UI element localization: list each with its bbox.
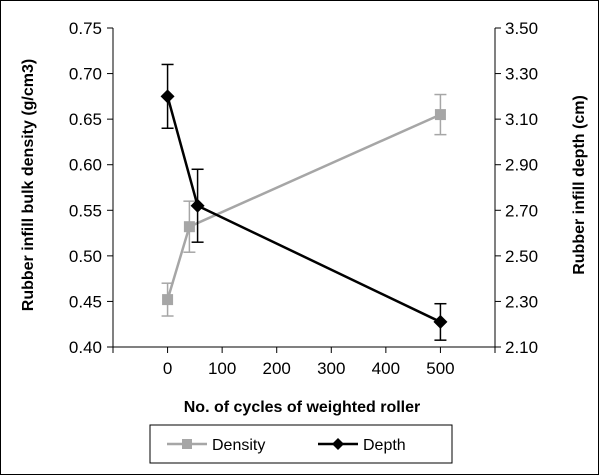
depth-point — [190, 198, 205, 213]
y-left-tick-label: 0.45 — [69, 292, 102, 311]
y-right-tick-label: 3.10 — [505, 110, 538, 129]
y-right-tick-label: 3.50 — [505, 19, 538, 38]
legend-density-marker — [182, 439, 192, 449]
x-tick-label: 200 — [263, 359, 291, 378]
x-tick-label: 500 — [426, 359, 454, 378]
legend-depth-marker — [332, 438, 344, 450]
y-axis-left-title: Rubber infill bulk density (g/cm3) — [20, 59, 37, 311]
y-left-tick-label: 0.75 — [69, 19, 102, 38]
depth-point — [433, 314, 448, 329]
x-tick-label: 100 — [208, 359, 236, 378]
y-left-tick-label: 0.70 — [69, 65, 102, 84]
y-left-tick-label: 0.40 — [69, 338, 102, 357]
x-axis-title: No. of cycles of weighted roller — [184, 399, 421, 416]
depth-point — [160, 89, 175, 104]
legend-depth-label: Depth — [363, 437, 406, 454]
y-right-tick-label: 3.30 — [505, 65, 538, 84]
legend-density-label: Density — [212, 437, 265, 454]
y-right-tick-label: 2.30 — [505, 292, 538, 311]
x-tick-label: 300 — [317, 359, 345, 378]
y-right-tick-label: 2.50 — [505, 247, 538, 266]
density-series-line — [166, 113, 441, 300]
depth-series-line — [166, 96, 441, 324]
y-right-tick-label: 2.10 — [505, 338, 538, 357]
legend: Density Depth — [149, 424, 453, 464]
x-tick-label: 0 — [163, 359, 172, 378]
y-left-tick-label: 0.50 — [69, 247, 102, 266]
series-layer — [160, 63, 448, 341]
y-left-tick-label: 0.65 — [69, 110, 102, 129]
density-point — [162, 294, 174, 306]
y-right-tick-label: 2.70 — [505, 201, 538, 220]
tick-labels: 0.40 0.45 0.50 0.55 0.60 0.65 0.70 0.75 2.10 2.30… — [69, 19, 538, 378]
y-right-tick-label: 2.90 — [505, 156, 538, 175]
density-point — [434, 109, 446, 121]
y-left-tick-label: 0.60 — [69, 156, 102, 175]
density-point — [183, 221, 195, 233]
y-axis-right-title: Rubber infill depth (cm) — [571, 95, 588, 275]
y-left-tick-label: 0.55 — [69, 201, 102, 220]
x-tick-label: 400 — [372, 359, 400, 378]
axes — [107, 27, 501, 353]
